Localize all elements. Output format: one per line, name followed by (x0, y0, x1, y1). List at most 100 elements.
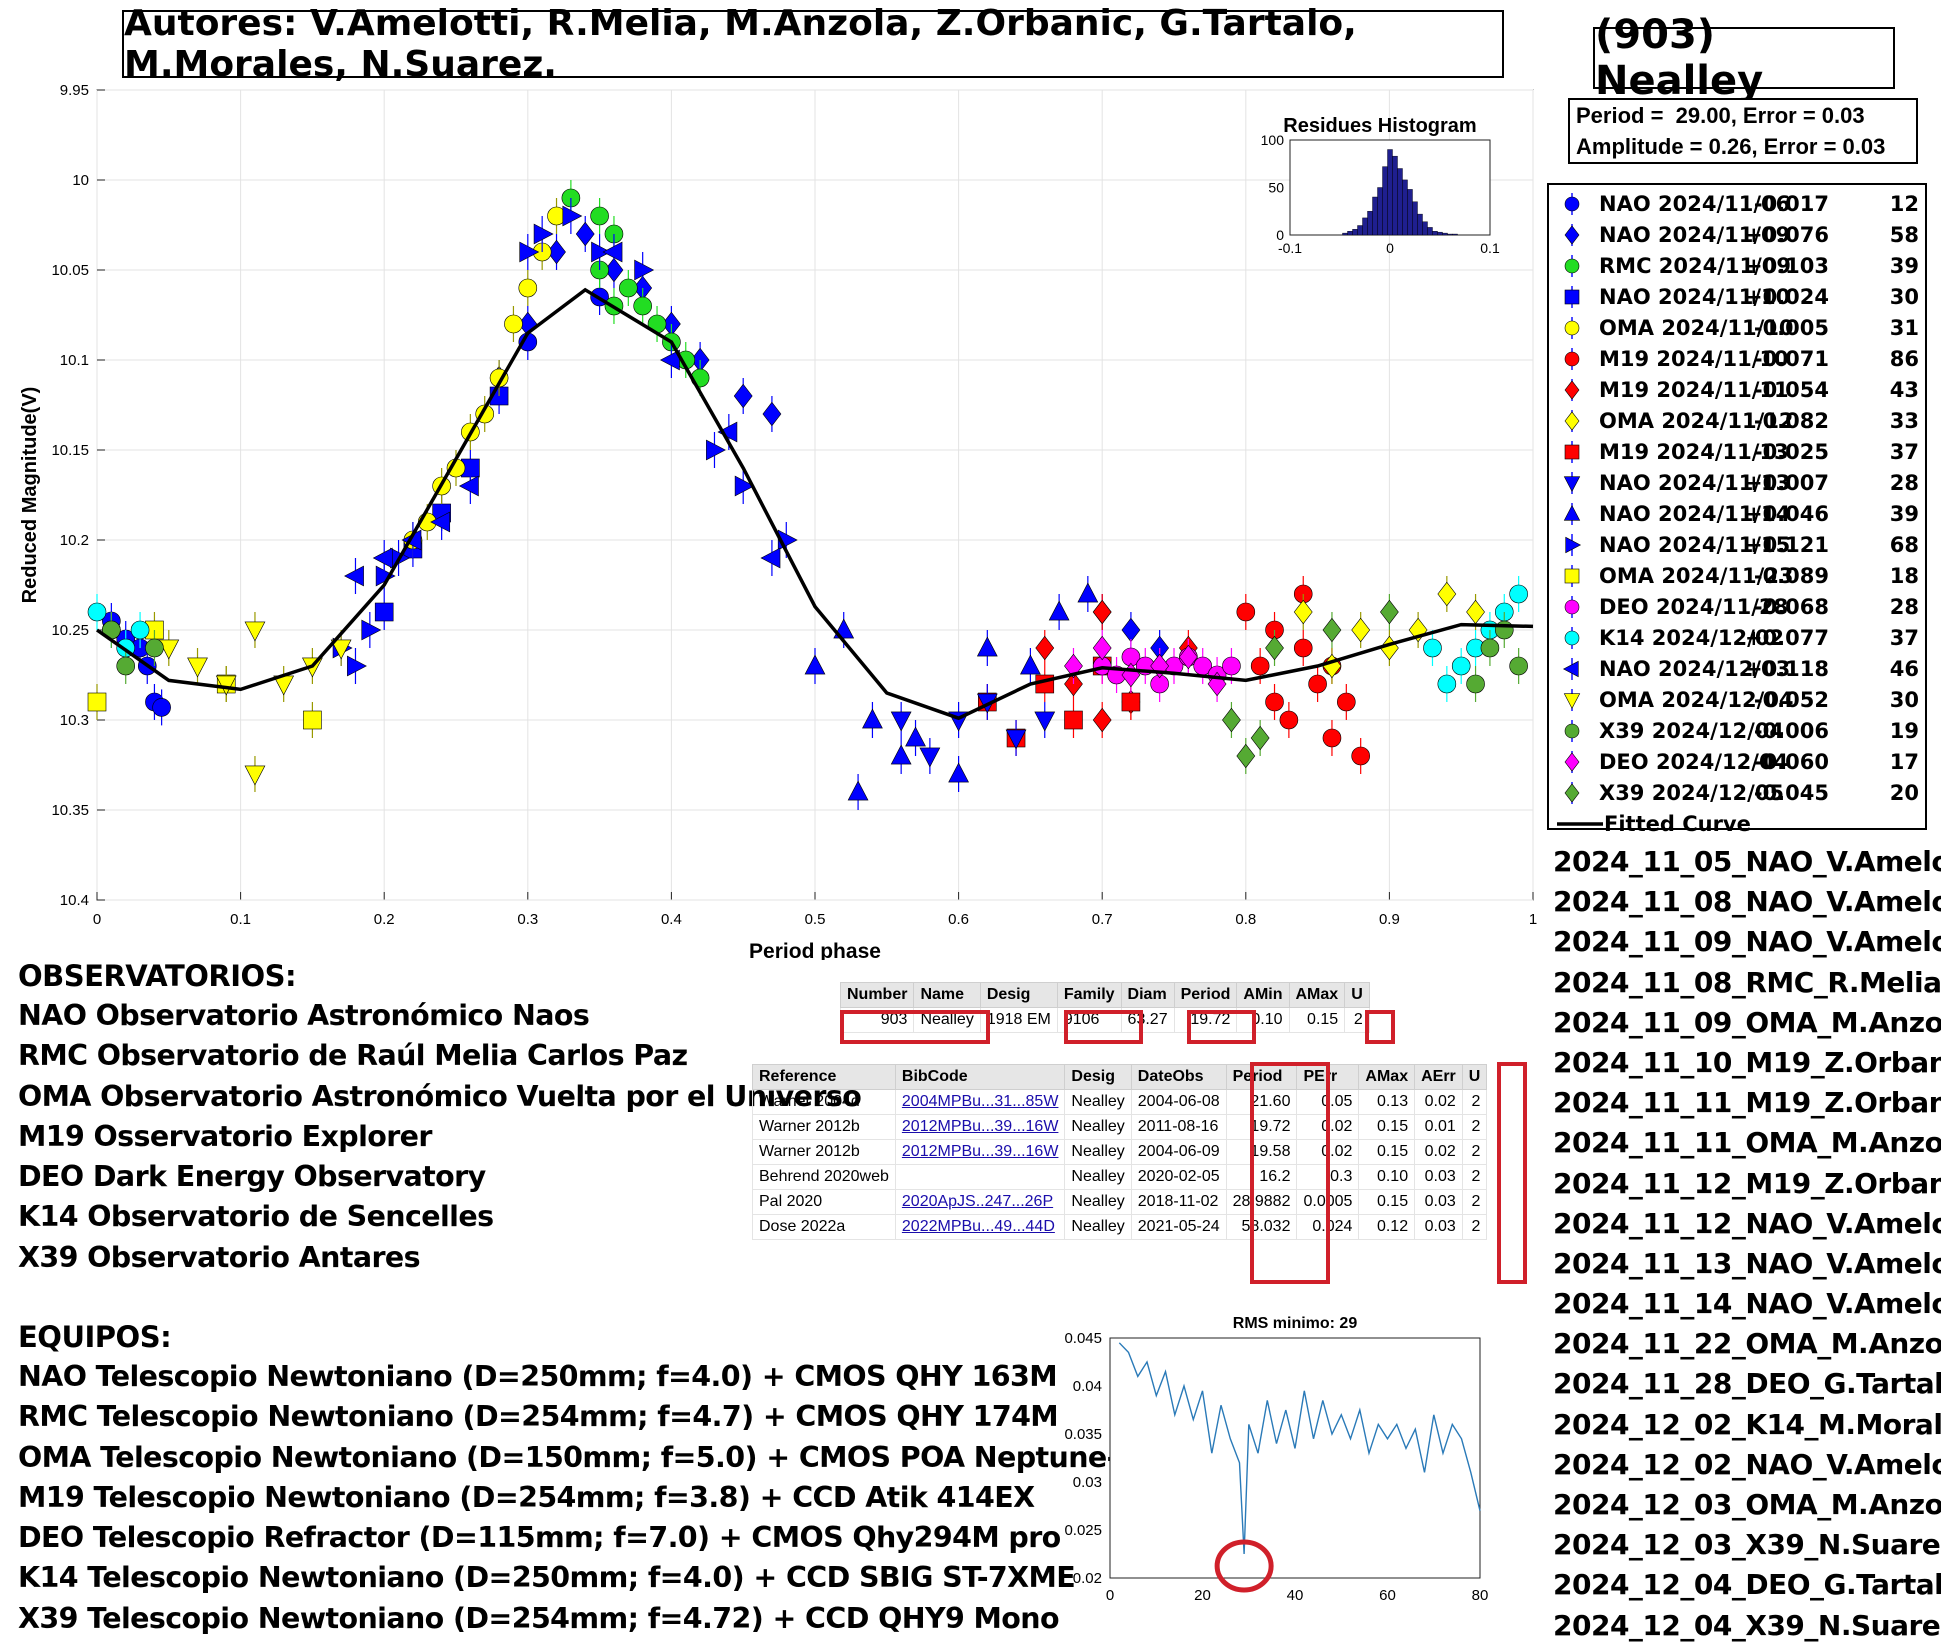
y-tick-label: 10 (72, 172, 89, 189)
details-header: Reference (752, 1064, 896, 1090)
legend-marker-icon (1564, 627, 1580, 649)
table-row: Pal 2020 2020ApJS..247...26P Nealley 2018-1… (752, 1189, 1488, 1215)
legend-count: 46 (1889, 657, 1919, 681)
histogram-y-tick: 50 (1268, 180, 1284, 196)
legend-entry: X39 2024/12/05 -0.045 20 (1549, 778, 1925, 809)
legend-offset: -0.045 (1753, 781, 1829, 805)
legend-entry: DEO 2024/12/04 -0.060 17 (1549, 747, 1925, 778)
histogram-bar (1452, 233, 1458, 236)
histogram-bar (1392, 155, 1398, 236)
histogram-bar (1407, 189, 1413, 236)
file-list: 2024_11_05_NAO_V.Amelotti 2024_11_08_NAO_… (1553, 842, 1941, 1646)
legend-observation: NAO 2024/12/03 (1599, 657, 1791, 681)
histogram-bar (1377, 187, 1383, 236)
equipos-title: EQUIPOS: (18, 1320, 172, 1354)
data-point (590, 206, 609, 226)
observatory-line: K14 Observatorio de Sencelles (18, 1200, 494, 1234)
data-point (1337, 692, 1356, 712)
histogram-x-tick: 0 (1386, 240, 1394, 256)
legend-marker-icon (1562, 658, 1579, 680)
summary-header: Diam (1120, 982, 1175, 1008)
details-cell: Nealley (1064, 1089, 1132, 1115)
data-point (1236, 602, 1256, 622)
highlight-period (1187, 1010, 1256, 1044)
legend-marker-icon (1564, 255, 1580, 277)
histogram-bar (1437, 231, 1443, 236)
data-point (706, 439, 726, 461)
data-point (1466, 674, 1485, 694)
data-point (347, 655, 367, 677)
legend-count: 19 (1889, 719, 1919, 743)
details-cell: 2018-11-02 (1130, 1189, 1227, 1215)
data-point (372, 547, 393, 569)
legend-count: 12 (1889, 192, 1919, 216)
histogram-bar (1367, 211, 1373, 236)
y-tick-label: 10.25 (51, 622, 89, 639)
details-cell: 0.02 (1414, 1139, 1463, 1165)
data-point (1351, 617, 1371, 643)
legend-marker (1564, 630, 1580, 646)
histogram-bar (1397, 168, 1403, 236)
data-point (1178, 644, 1198, 670)
legend-marker (1563, 504, 1581, 521)
details-cell: 2004-06-08 (1130, 1089, 1227, 1115)
file-name: 2024_11_10_M19_Z.Orbanic (1553, 1045, 1941, 1079)
legend-entry: M19 2024/11/11 -0.054 43 (1549, 375, 1925, 406)
legend-marker-icon (1564, 379, 1580, 401)
data-point (145, 638, 164, 658)
legend-observation: NAO 2024/11/09 (1599, 223, 1791, 247)
legend-count: 37 (1889, 626, 1919, 650)
legend-marker-icon (1564, 782, 1580, 804)
rms-x-tick: 20 (1194, 1587, 1211, 1604)
details-cell: Nealley (1064, 1139, 1132, 1165)
y-tick-label: 10.2 (60, 532, 89, 549)
details-cell: 2 (1461, 1189, 1488, 1215)
observatorios-section: OBSERVATORIOS: NAO Observatorio Astronóm… (18, 956, 862, 1278)
rms-y-tick: 0.02 (1073, 1570, 1102, 1587)
file-name: 2024_11_13_NAO_V.Amelotti (1553, 1246, 1941, 1280)
series-oma-2024-11-10 (403, 198, 566, 558)
histogram-y-tick: 100 (1261, 132, 1285, 148)
legend-marker (1564, 752, 1580, 772)
rms-y-tick: 0.035 (1064, 1426, 1102, 1443)
details-cell: 2011-08-16 (1130, 1114, 1227, 1140)
data-point (1351, 746, 1370, 766)
data-point (1437, 581, 1457, 607)
summary-header: Family (1056, 982, 1122, 1008)
legend-observation: OMA 2024/11/10 (1599, 316, 1794, 340)
legend-entry: OMA 2024/11/12 -0.082 33 (1549, 406, 1925, 437)
histogram-bar (1402, 179, 1408, 236)
data-point (1092, 635, 1112, 661)
legend-offset: +0.046 (1744, 502, 1829, 526)
legend-fitted-curve: Fitted Curve (1549, 809, 1925, 840)
data-point (862, 708, 883, 729)
histogram-x-tick: 0.1 (1480, 240, 1500, 256)
histogram-bar (1342, 232, 1348, 236)
bibcode-link[interactable]: 2012MPBu...39...16W (901, 1143, 1059, 1160)
legend-count: 39 (1889, 502, 1919, 526)
data-point (1250, 656, 1270, 676)
table-row: Warner 2004d 2004MPBu...31...85W Nealley 20… (752, 1089, 1488, 1115)
data-point (919, 747, 941, 768)
data-point (244, 765, 266, 786)
data-point (374, 602, 394, 622)
bibcode-link[interactable]: 2020ApJS..247...26P (901, 1193, 1054, 1210)
data-point (1005, 729, 1027, 750)
legend-entry: OMA 2024/11/10 -0.005 31 (1549, 313, 1925, 344)
data-point (602, 241, 623, 263)
summary-header: AMin (1236, 982, 1290, 1008)
file-name: 2024_12_04_X39_N.Suarez (1553, 1608, 1941, 1642)
histogram-y-tick: 0 (1276, 227, 1284, 243)
x-tick-label: 0.3 (517, 911, 538, 928)
legend-marker (1564, 411, 1580, 431)
details-header: Period (1225, 1064, 1298, 1090)
summary-cell: 1918 EM (979, 1007, 1058, 1033)
bibcode-link[interactable]: 2022MPBu...49...44D (901, 1218, 1055, 1235)
bibcode-link[interactable]: 2004MPBu...31...85W (901, 1093, 1059, 1110)
series-nao-2024-12-03 (344, 234, 781, 594)
details-cell: 0.02 (1414, 1089, 1463, 1115)
x-tick-label: 0.4 (661, 911, 682, 928)
file-name: 2024_12_02_K14_M.Morales (1553, 1407, 1941, 1441)
bibcode-link[interactable]: 2012MPBu...39...16W (901, 1118, 1059, 1135)
legend-count: 18 (1889, 564, 1919, 588)
